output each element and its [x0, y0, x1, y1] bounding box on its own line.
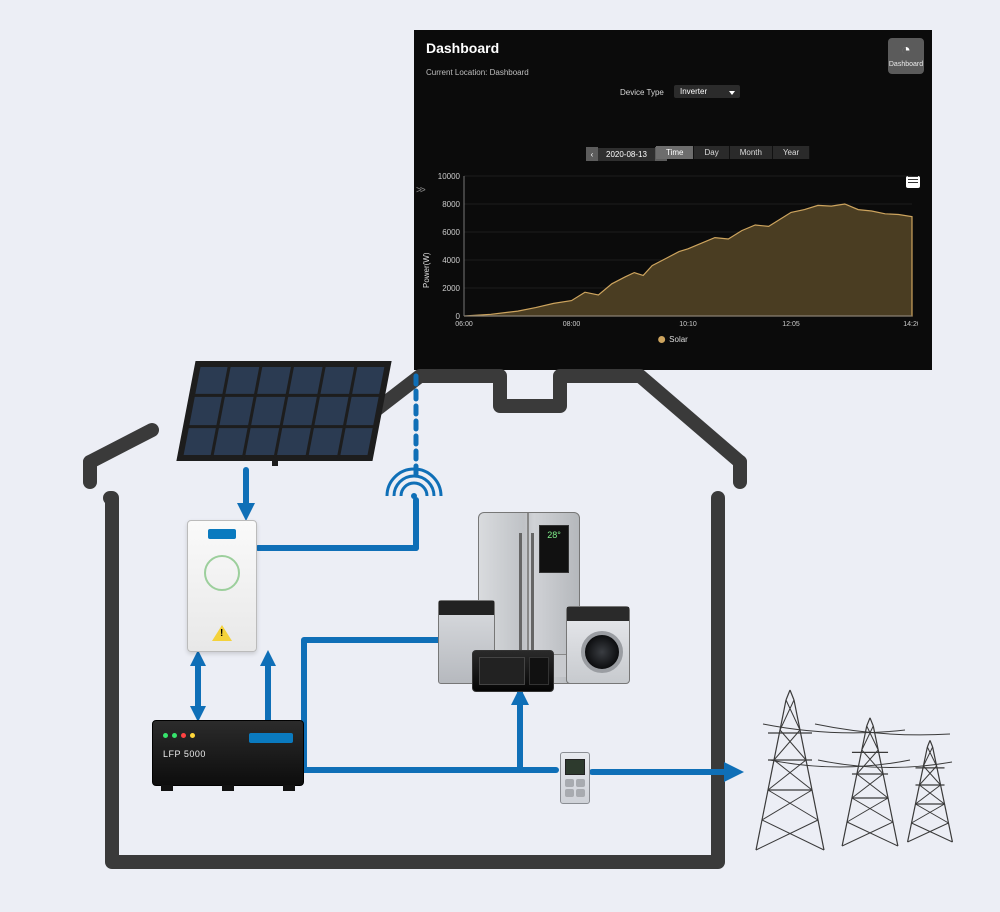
- battery-brand-logo: [249, 733, 293, 743]
- led-icon: [172, 733, 177, 738]
- fridge-temperature: 28°: [547, 530, 561, 540]
- microwave-icon: [472, 650, 554, 692]
- warning-icon: [212, 625, 232, 641]
- led-icon: [190, 733, 195, 738]
- washing-machine-icon: [566, 606, 630, 684]
- power-grid-icon: [756, 690, 952, 850]
- fridge-display: 28°: [539, 525, 569, 573]
- utility-meter-icon: [560, 752, 590, 804]
- appliances-group: 28°: [438, 512, 628, 692]
- inverter-logo: [208, 529, 236, 539]
- battery-device: LFP 5000: [152, 720, 304, 786]
- led-icon: [181, 733, 186, 738]
- system-diagram: [0, 0, 1000, 912]
- solar-panel-icon: [180, 364, 388, 466]
- led-icon: [163, 733, 168, 738]
- battery-leds: [163, 733, 195, 738]
- inverter-status-ring-icon: [204, 555, 240, 591]
- battery-model-label: LFP 5000: [163, 749, 206, 759]
- inverter-device: [187, 520, 257, 652]
